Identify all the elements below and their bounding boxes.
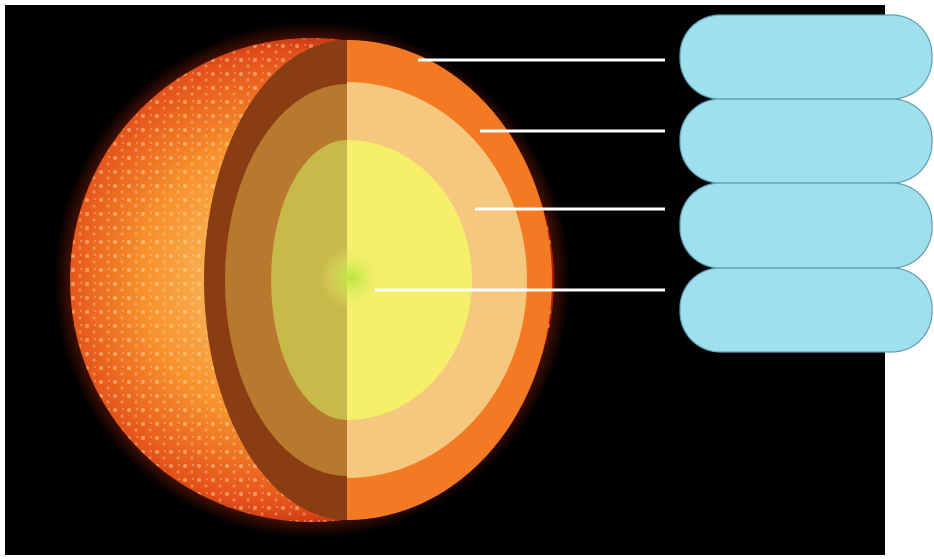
cutaway-lit [347,40,552,520]
core [320,246,384,310]
cutaway-shadow [204,40,347,520]
layer-radiative-shadow [271,140,347,420]
label-box [679,98,933,184]
leader-lines [375,58,665,292]
layer-radiative [347,140,472,420]
label-box [679,182,933,269]
label-boxes [679,14,933,353]
label-box [679,14,933,100]
label-box [679,267,933,353]
